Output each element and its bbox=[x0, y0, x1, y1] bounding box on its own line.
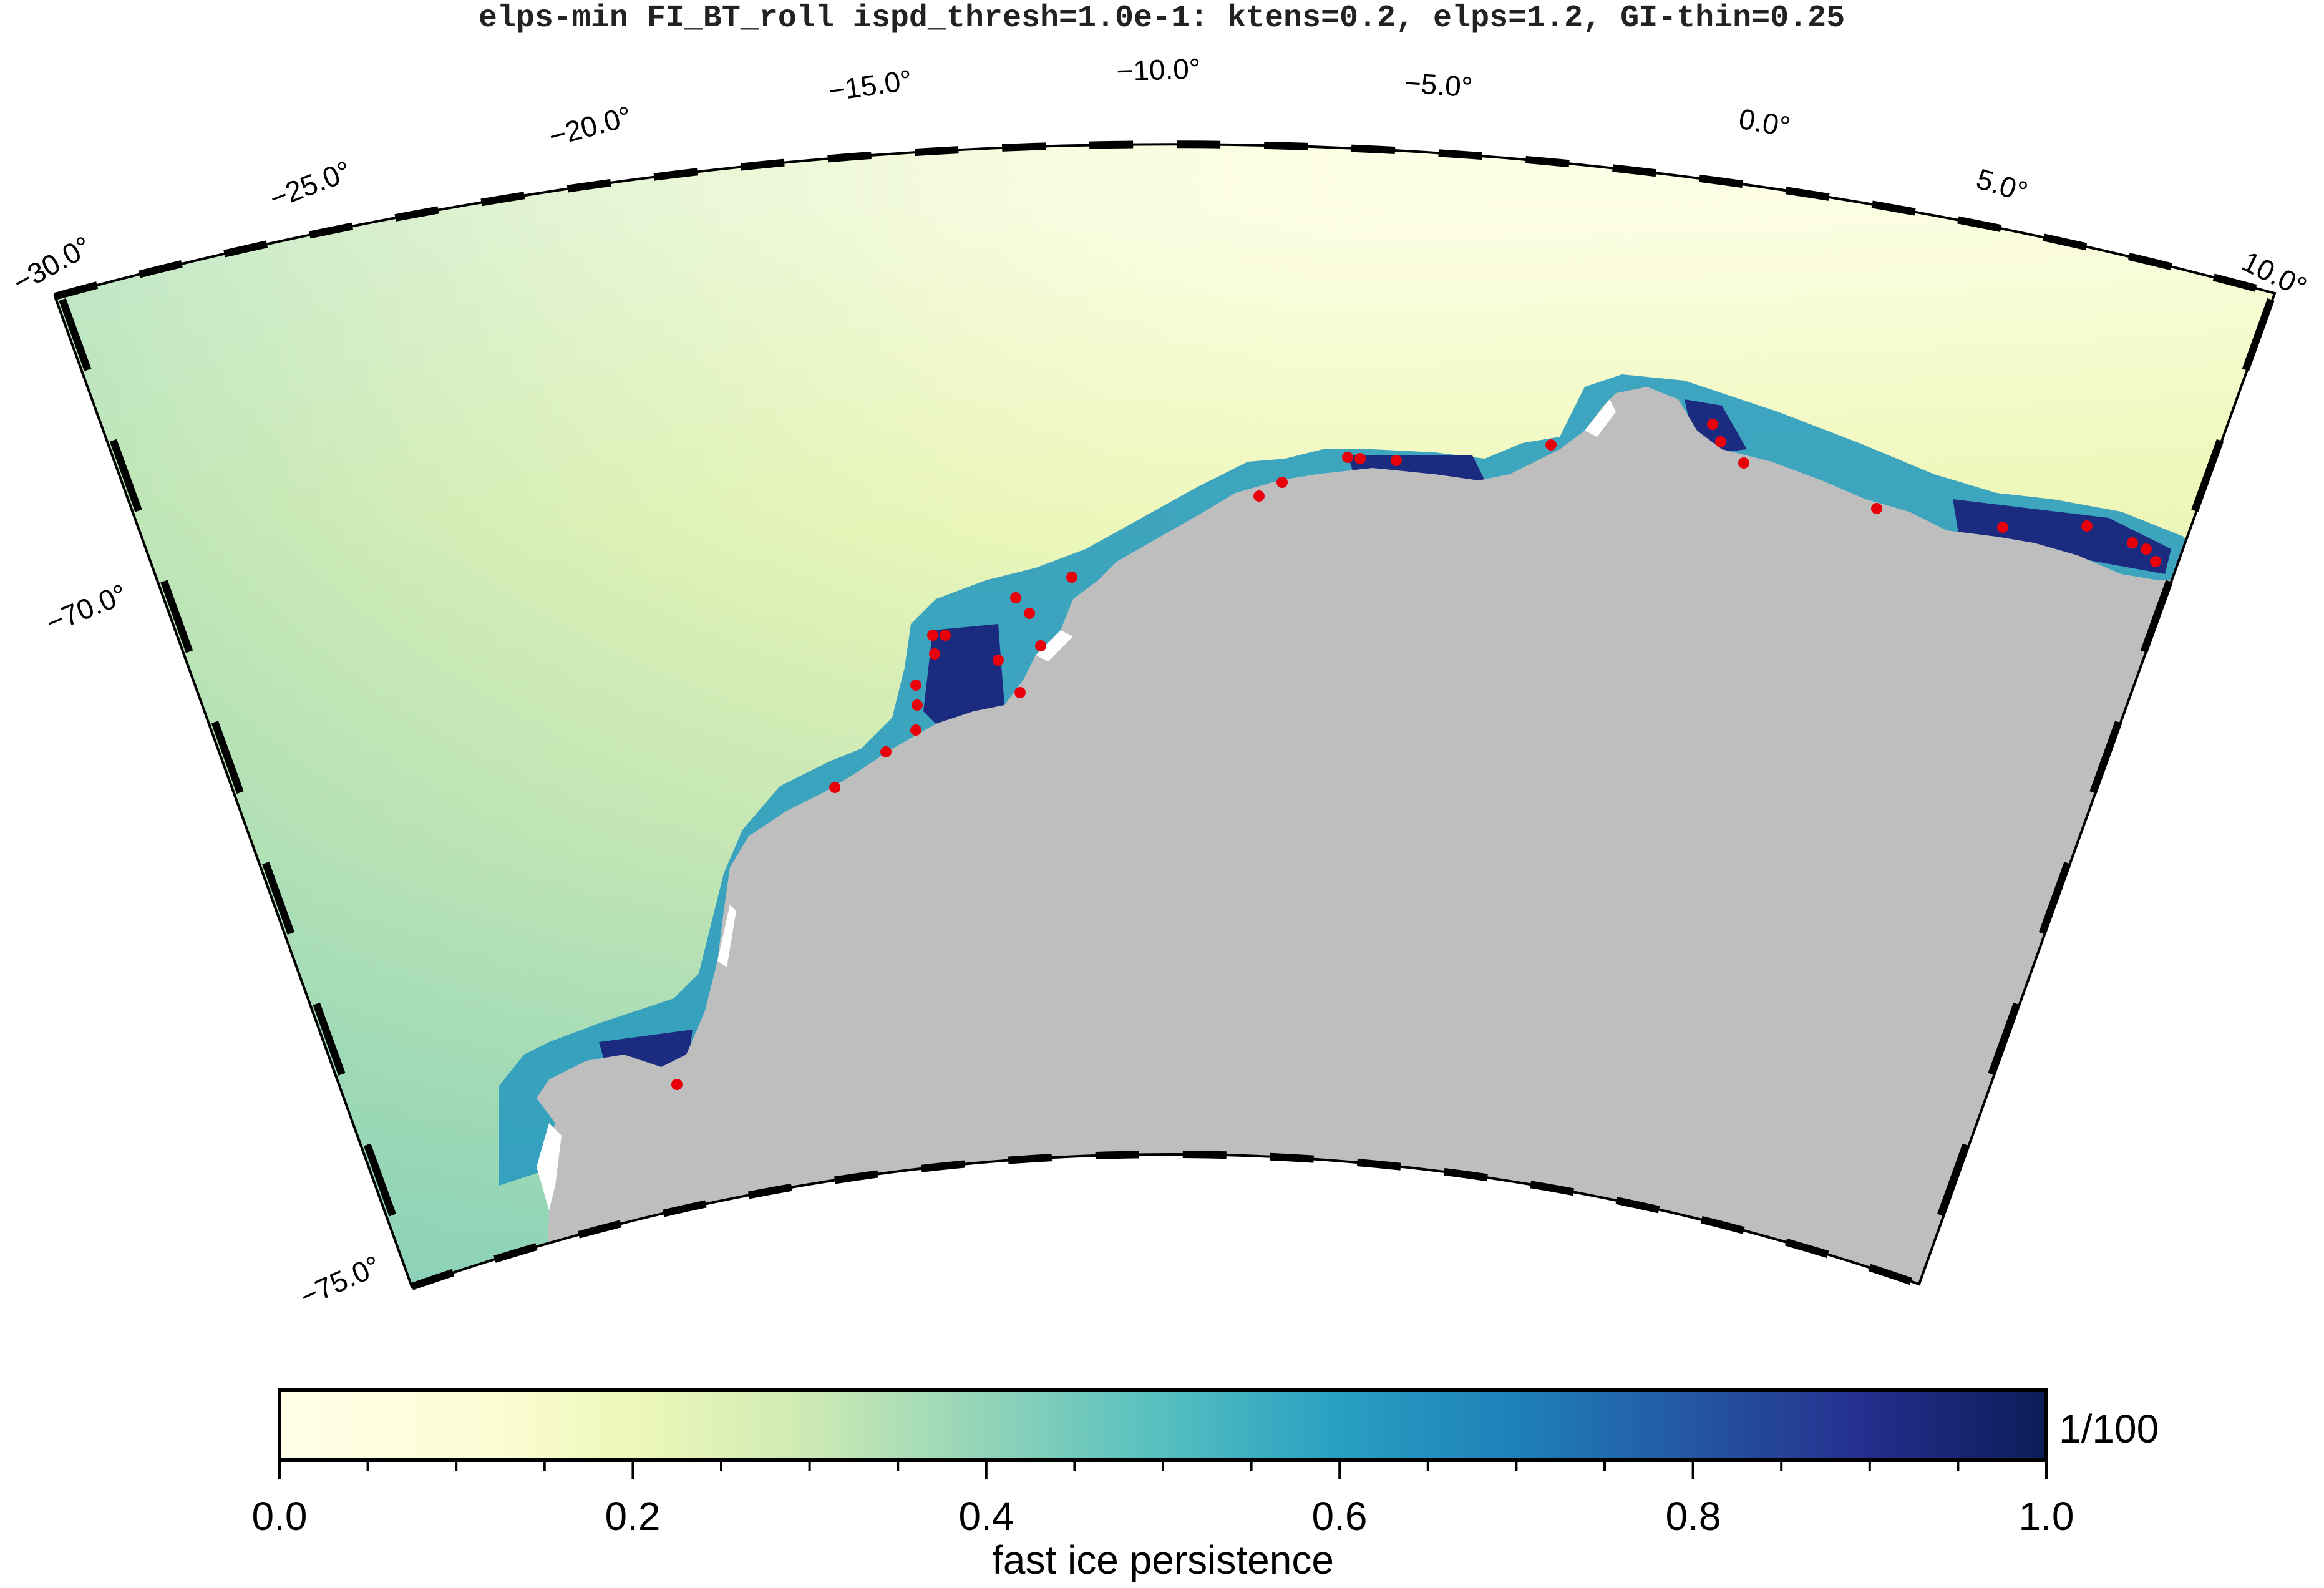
grounded-iceberg-marker bbox=[1024, 608, 1035, 619]
grounded-iceberg-marker bbox=[2127, 537, 2138, 548]
grounded-iceberg-marker bbox=[880, 746, 892, 757]
lon-label: 5.0° bbox=[1973, 162, 2031, 208]
grounded-iceberg-markers bbox=[671, 419, 2161, 1090]
grounded-iceberg-marker bbox=[1276, 477, 1288, 488]
grounded-iceberg-marker bbox=[1354, 453, 1366, 464]
lon-label: −20.0° bbox=[545, 100, 635, 153]
map-frame-top-checker bbox=[54, 140, 2276, 300]
grounded-iceberg-marker bbox=[910, 680, 921, 691]
grounded-iceberg-marker bbox=[1738, 457, 1749, 469]
grounded-iceberg-marker bbox=[1342, 452, 1353, 463]
grounded-iceberg-marker bbox=[1010, 592, 1021, 603]
colorbar-tick-label: 1.0 bbox=[2019, 1494, 2074, 1539]
grounded-iceberg-marker bbox=[1715, 436, 1726, 447]
antarctic-land bbox=[537, 387, 2202, 1287]
lon-label: −15.0° bbox=[826, 64, 914, 107]
lat-label: −75.0° bbox=[295, 1249, 385, 1313]
grounded-iceberg-marker bbox=[912, 699, 923, 711]
colorbar-tick-label: 0.2 bbox=[605, 1494, 661, 1539]
colorbar-title: fast ice persistence bbox=[992, 1537, 1334, 1582]
grounded-iceberg-marker bbox=[929, 648, 940, 660]
colorbar-tick-label: 0.8 bbox=[1666, 1494, 1721, 1539]
grounded-iceberg-marker bbox=[993, 655, 1004, 666]
grounded-iceberg-marker bbox=[2150, 556, 2161, 567]
lat-label: −70.0° bbox=[41, 578, 131, 640]
lon-label: 0.0° bbox=[1736, 102, 1792, 144]
grounded-iceberg-marker bbox=[2081, 520, 2093, 532]
grounded-iceberg-marker bbox=[1545, 439, 1557, 451]
grounded-iceberg-marker bbox=[927, 630, 938, 641]
map-area bbox=[55, 144, 2275, 1287]
fast-ice-patch bbox=[1953, 499, 2171, 574]
lon-label: −25.0° bbox=[265, 154, 355, 215]
colorbar: 1/100 0.0 0.2 0.4 0.6 0.8 1.0 fast ice p… bbox=[252, 1388, 2159, 1582]
grounded-iceberg-marker bbox=[1871, 503, 1882, 514]
map-frame-right-checker bbox=[1912, 298, 2275, 1287]
colorbar-ticks bbox=[278, 1460, 2048, 1479]
grounded-iceberg-marker bbox=[1997, 522, 2008, 533]
colorbar-tick-label: 0.0 bbox=[252, 1494, 308, 1539]
grounded-iceberg-marker bbox=[1035, 640, 1046, 651]
grounded-iceberg-marker bbox=[1707, 419, 1718, 430]
grounded-iceberg-marker bbox=[940, 630, 951, 641]
fast-ice-patch bbox=[923, 624, 1004, 736]
grounded-iceberg-marker bbox=[671, 1079, 683, 1090]
grounded-iceberg-marker bbox=[1391, 455, 1402, 466]
map-title: elps-min FI_BT_roll ispd_thresh=1.0e-1: … bbox=[479, 1, 1845, 36]
grounded-iceberg-marker bbox=[1253, 490, 1265, 502]
colorbar-tick-label: 0.4 bbox=[959, 1494, 1014, 1539]
map-frame-left-checker bbox=[59, 298, 422, 1287]
colorbar-extra-label: 1/100 bbox=[2059, 1406, 2159, 1451]
lon-label: −5.0° bbox=[1403, 66, 1474, 103]
grounded-iceberg-marker bbox=[1014, 687, 1026, 698]
grounded-iceberg-marker bbox=[1066, 572, 1077, 583]
grounded-iceberg-marker bbox=[2141, 543, 2152, 555]
colorbar-tick-label: 0.6 bbox=[1312, 1494, 1368, 1539]
colorbar-gradient bbox=[278, 1388, 2048, 1462]
lon-label: −10.0° bbox=[1116, 52, 1202, 87]
grounded-iceberg-marker bbox=[829, 782, 840, 793]
grounded-iceberg-marker bbox=[910, 724, 921, 736]
